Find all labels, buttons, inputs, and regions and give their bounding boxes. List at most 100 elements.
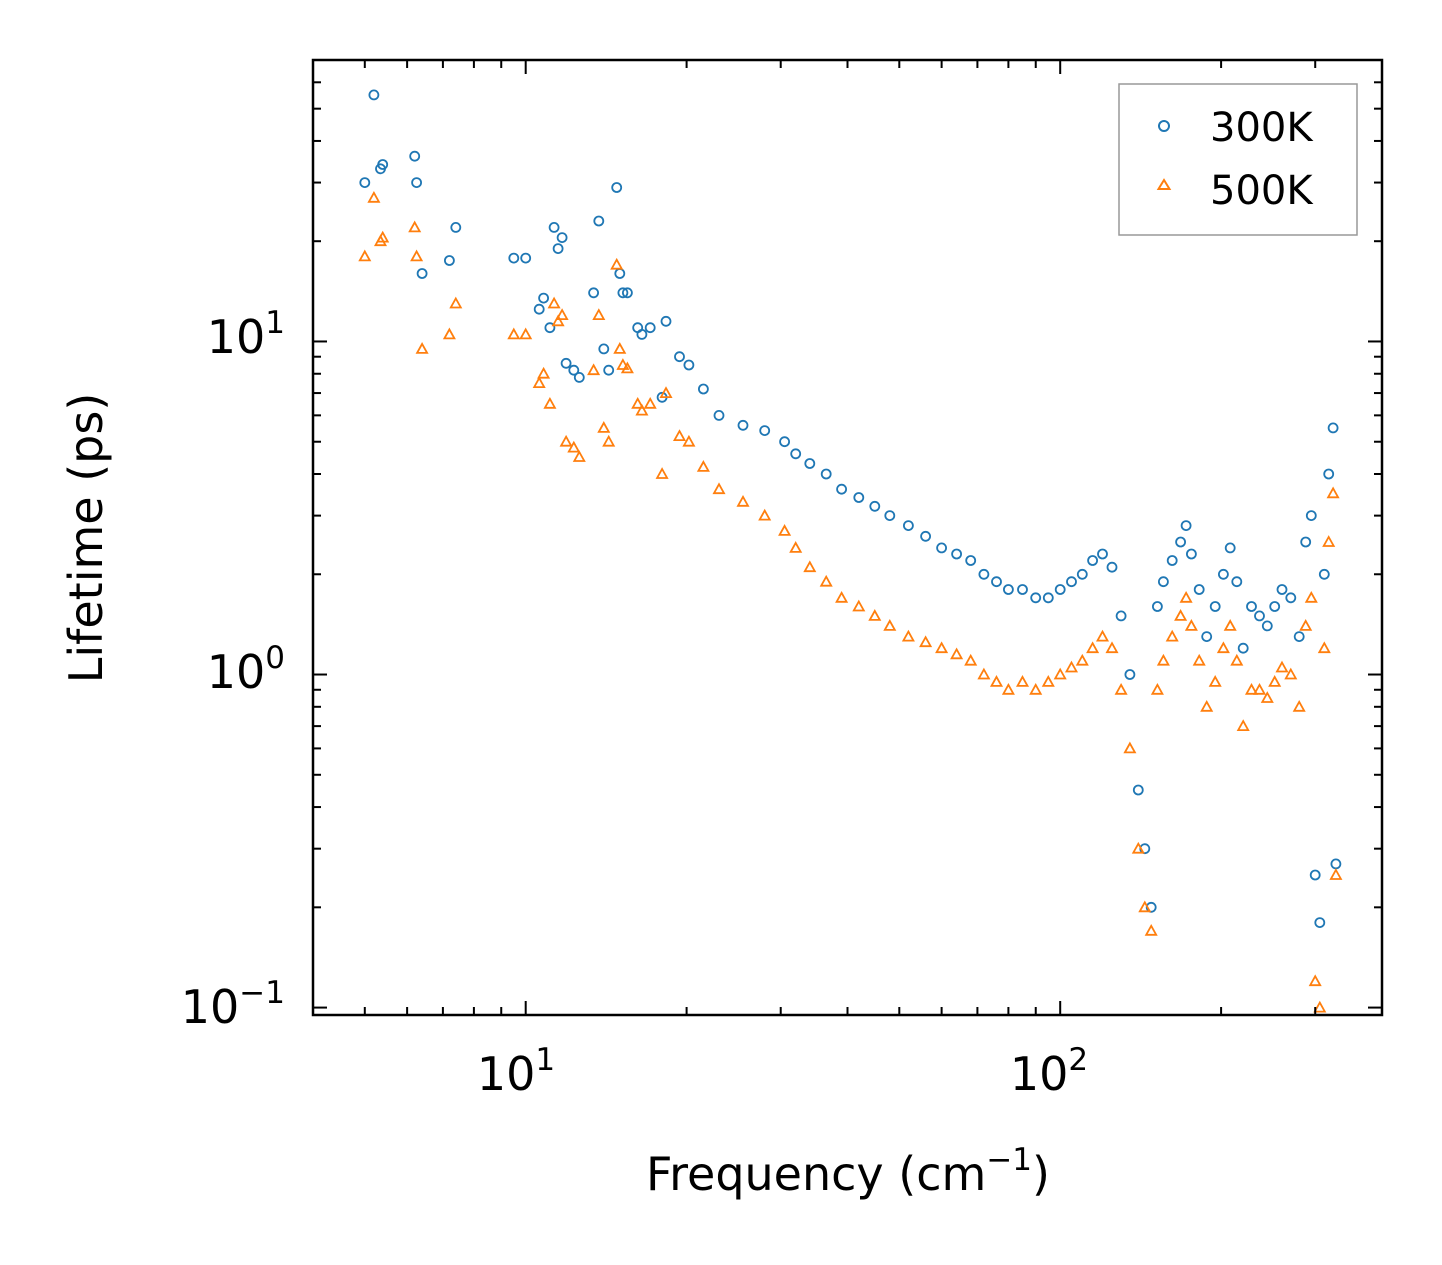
data-point-300K-15 <box>552 243 564 255</box>
data-point-300K-57 <box>1042 592 1054 604</box>
data-point-300K-49 <box>936 542 947 554</box>
data-point-500K-45 <box>868 609 882 621</box>
data-point-500K-35 <box>696 460 710 472</box>
data-point-500K-92 <box>1313 1000 1327 1013</box>
data-point-300K-63 <box>1106 561 1118 573</box>
data-point-300K-35 <box>698 383 709 395</box>
data-point-500K-84 <box>1260 691 1274 703</box>
data-point-300K-44 <box>853 492 865 503</box>
data-point-300K-7 <box>443 255 455 266</box>
data-point-500K-1 <box>367 190 381 203</box>
data-point-500K-68 <box>1144 923 1158 936</box>
data-point-500K-66 <box>1131 841 1145 854</box>
data-point-300K-14 <box>548 221 560 233</box>
data-point-300K-95 <box>1327 422 1339 434</box>
data-point-300K-48 <box>920 530 931 542</box>
data-point-500K-59 <box>1064 660 1079 673</box>
data-point-300K-51 <box>965 555 977 566</box>
data-point-500K-38 <box>758 508 772 521</box>
data-point-300K-5 <box>411 177 423 189</box>
data-point-500K-3 <box>376 230 390 243</box>
data-point-300K-29 <box>636 328 648 340</box>
data-point-300K-85 <box>1269 601 1281 612</box>
data-point-300K-82 <box>1246 601 1257 612</box>
data-point-300K-42 <box>820 468 832 480</box>
data-point-500K-30 <box>643 396 657 409</box>
data-point-300K-16 <box>556 232 568 244</box>
x-axis-label: Frequency (cm−1) <box>646 1142 1050 1201</box>
data-point-300K-87 <box>1285 592 1297 604</box>
data-point-300K-23 <box>603 364 615 376</box>
data-point-300K-21 <box>593 215 605 227</box>
data-point-300K-65 <box>1124 669 1136 680</box>
data-point-500K-21 <box>592 308 606 320</box>
data-point-300K-12 <box>538 292 549 304</box>
data-point-500K-36 <box>712 482 726 495</box>
data-point-300K-3 <box>377 159 389 170</box>
data-point-300K-62 <box>1097 548 1108 560</box>
data-point-500K-76 <box>1200 699 1214 712</box>
data-point-300K-40 <box>790 448 802 460</box>
data-point-500K-62 <box>1095 629 1110 642</box>
data-point-500K-34 <box>682 434 696 447</box>
data-point-500K-61 <box>1086 641 1100 654</box>
data-point-300K-73 <box>1180 520 1192 531</box>
data-point-500K-94 <box>1322 535 1336 547</box>
data-point-300K-43 <box>836 483 847 495</box>
data-point-500K-27 <box>620 361 634 374</box>
data-point-300K-88 <box>1293 631 1305 642</box>
data-point-500K-91 <box>1308 974 1322 987</box>
data-point-500K-51 <box>964 653 978 666</box>
data-point-300K-71 <box>1166 555 1178 566</box>
tick-layer <box>312 59 1383 1015</box>
data-point-500K-96 <box>1329 868 1343 880</box>
data-point-500K-89 <box>1299 619 1313 631</box>
data-point-300K-24 <box>611 182 623 193</box>
data-point-300K-80 <box>1231 576 1243 588</box>
y-axis-label: Lifetime (ps) <box>59 393 113 684</box>
data-point-500K-49 <box>935 641 949 654</box>
series-layer <box>358 89 1343 1013</box>
data-point-500K-16 <box>555 308 569 320</box>
data-point-300K-1 <box>368 89 380 101</box>
x-tick-label-0: 101 <box>477 1042 555 1101</box>
data-point-500K-64 <box>1114 682 1128 695</box>
data-point-300K-66 <box>1132 784 1144 796</box>
data-point-500K-60 <box>1075 653 1089 666</box>
data-point-300K-79 <box>1224 542 1236 554</box>
data-point-500K-42 <box>819 574 833 587</box>
plot-frame <box>311 58 1384 1017</box>
data-point-300K-56 <box>1030 592 1042 604</box>
data-point-500K-48 <box>919 635 933 648</box>
data-point-300K-47 <box>903 520 914 531</box>
data-point-500K-10 <box>519 327 533 340</box>
data-point-300K-30 <box>644 322 656 334</box>
data-point-500K-73 <box>1179 590 1193 603</box>
data-point-500K-22 <box>597 421 611 433</box>
data-point-500K-33 <box>672 429 687 441</box>
data-point-300K-60 <box>1076 568 1088 580</box>
data-point-500K-11 <box>532 376 546 388</box>
data-point-300K-69 <box>1152 601 1163 612</box>
data-point-500K-52 <box>977 667 991 680</box>
data-point-300K-41 <box>804 458 816 469</box>
data-point-500K-65 <box>1123 741 1137 754</box>
data-point-500K-43 <box>835 590 849 603</box>
data-point-300K-9 <box>508 252 520 264</box>
data-point-500K-80 <box>1230 653 1244 666</box>
data-point-300K-77 <box>1209 601 1221 612</box>
data-point-300K-37 <box>737 419 749 431</box>
data-point-300K-33 <box>674 351 685 363</box>
data-point-500K-88 <box>1292 699 1306 712</box>
data-point-300K-53 <box>991 576 1002 588</box>
data-point-500K-82 <box>1244 682 1259 695</box>
data-point-500K-54 <box>1001 682 1015 695</box>
data-point-300K-55 <box>1017 584 1028 595</box>
data-point-300K-11 <box>533 303 545 315</box>
data-point-500K-72 <box>1174 609 1188 621</box>
data-point-500K-26 <box>616 358 630 370</box>
data-point-300K-46 <box>884 510 896 521</box>
data-point-300K-32 <box>660 315 672 327</box>
data-point-300K-6 <box>416 268 428 279</box>
